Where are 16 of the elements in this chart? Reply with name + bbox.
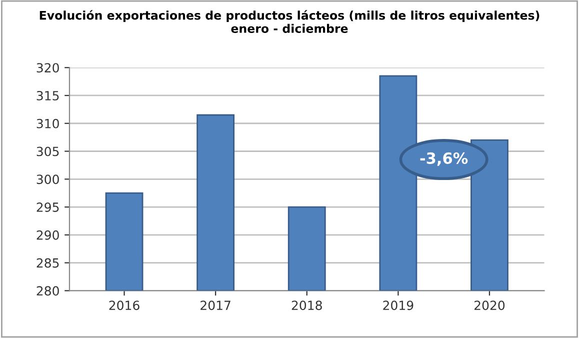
- x-tick-label: 2019: [383, 300, 414, 310]
- y-tick-label: 290: [36, 230, 59, 240]
- annotation: -3,6%: [420, 152, 468, 166]
- chart-title: Evolución exportaciones de productos lácteos (mills de litros equivalentes) enero - diciembre: [40, 10, 540, 33]
- x-tick-label: 2016: [109, 300, 140, 310]
- y-tick-label: 320: [36, 63, 59, 73]
- y-tick-label: 280: [36, 286, 59, 296]
- y-tick-label: 285: [36, 258, 59, 268]
- x-tick-label: 2017: [200, 300, 230, 310]
- y-tick-label: 300: [36, 174, 59, 184]
- x-tick-label: 2020: [474, 300, 505, 310]
- x-tick-label: 2018: [292, 300, 322, 310]
- y-tick-label: 305: [36, 146, 59, 156]
- y-tick-label: 295: [36, 202, 59, 212]
- y-tick-label: 315: [36, 90, 59, 100]
- y-tick-label: 310: [36, 118, 59, 128]
